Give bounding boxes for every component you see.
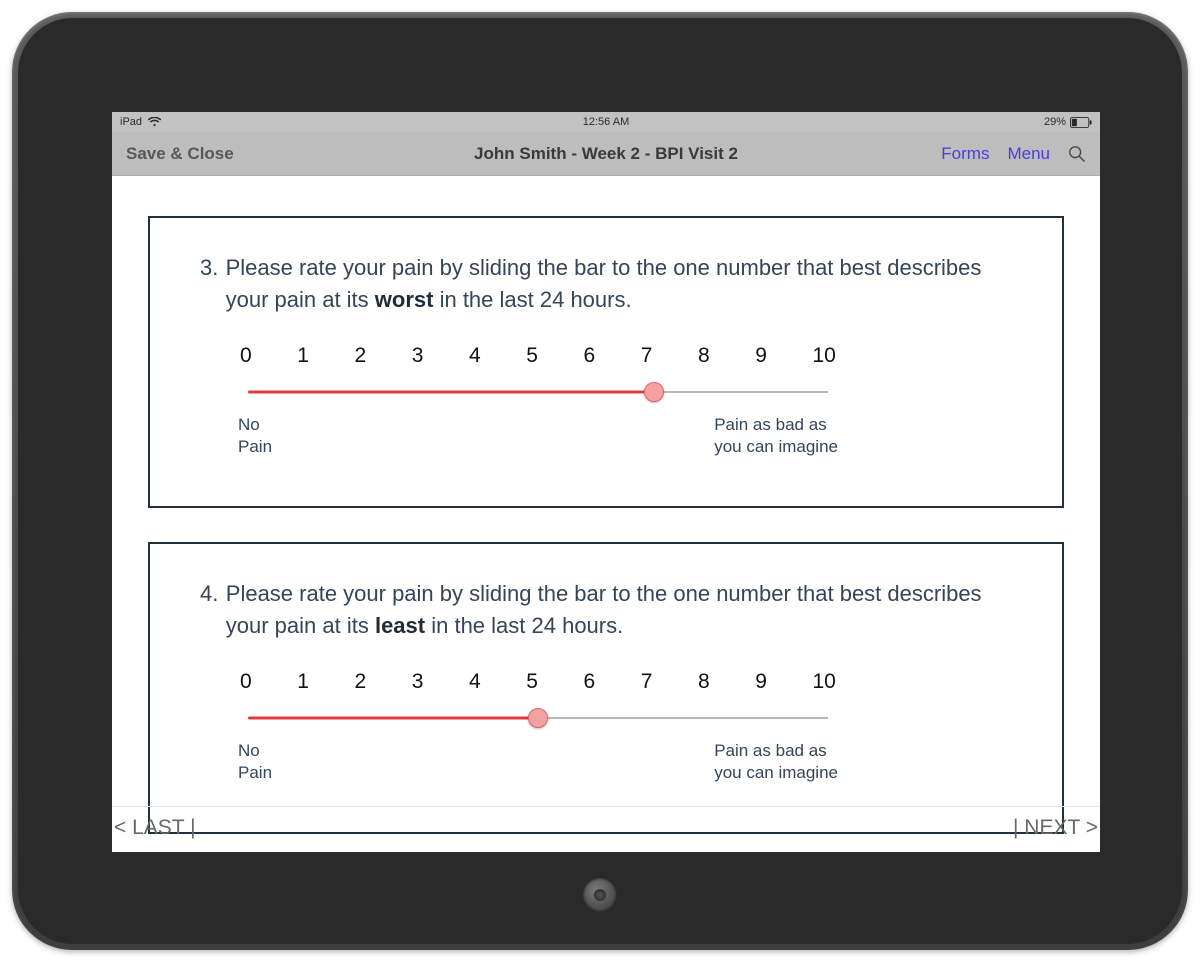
- tick: 9: [755, 670, 767, 694]
- tick: 0: [240, 344, 252, 368]
- ipad-bezel: iPad 12:56 AM 29% Save & Close John Smit…: [18, 18, 1182, 944]
- anchor-right-line1: Pain as bad as: [714, 740, 838, 762]
- tick: 10: [813, 670, 836, 694]
- wifi-icon: [148, 117, 161, 127]
- tick: 9: [755, 344, 767, 368]
- tick: 5: [526, 344, 538, 368]
- slider-thumb[interactable]: [528, 708, 548, 728]
- tick: 4: [469, 670, 481, 694]
- tick: 1: [297, 344, 309, 368]
- save-close-button[interactable]: Save & Close: [126, 144, 234, 164]
- form-sheet: 3. Please rate your pain by sliding the …: [112, 176, 1100, 852]
- tick: 7: [641, 344, 653, 368]
- slider-fill: [248, 390, 654, 393]
- tick: 8: [698, 344, 710, 368]
- anchor-left-line1: No: [238, 414, 272, 436]
- anchor-left-line2: Pain: [238, 762, 272, 784]
- question-emphasis: worst: [375, 287, 434, 312]
- tick: 3: [412, 670, 424, 694]
- tick: 8: [698, 670, 710, 694]
- scale-anchors: No Pain Pain as bad as you can imagine: [238, 740, 838, 784]
- tick: 4: [469, 344, 481, 368]
- forms-link[interactable]: Forms: [941, 144, 989, 164]
- anchor-left-line2: Pain: [238, 436, 272, 458]
- status-battery-percent: 29%: [1044, 116, 1066, 128]
- anchor-right: Pain as bad as you can imagine: [714, 414, 838, 458]
- anchor-right-line1: Pain as bad as: [714, 414, 838, 436]
- pain-least-slider[interactable]: [238, 704, 838, 732]
- question-text-post: in the last 24 hours.: [433, 287, 631, 312]
- scale-numbers: 0 1 2 3 4 5 6 7 8 9 10: [238, 670, 838, 694]
- question-number: 4.: [200, 578, 226, 642]
- search-icon[interactable]: [1068, 145, 1086, 163]
- question-box-3: 3. Please rate your pain by sliding the …: [148, 216, 1064, 508]
- tick: 3: [412, 344, 424, 368]
- tick: 6: [584, 344, 596, 368]
- scale-anchors: No Pain Pain as bad as you can imagine: [238, 414, 838, 458]
- anchor-right: Pain as bad as you can imagine: [714, 740, 838, 784]
- slider-fill: [248, 716, 538, 719]
- tick: 2: [355, 670, 367, 694]
- prev-page-button[interactable]: < LAST |: [114, 816, 196, 840]
- status-bar: iPad 12:56 AM 29%: [112, 112, 1100, 132]
- ipad-frame: iPad 12:56 AM 29% Save & Close John Smit…: [12, 12, 1188, 950]
- next-page-button[interactable]: | NEXT >: [1013, 816, 1098, 840]
- tick: 6: [584, 670, 596, 694]
- anchor-left-line1: No: [238, 740, 272, 762]
- menu-link[interactable]: Menu: [1007, 144, 1050, 164]
- anchor-right-line2: you can imagine: [714, 762, 838, 784]
- tick: 7: [641, 670, 653, 694]
- ipad-screen: iPad 12:56 AM 29% Save & Close John Smit…: [112, 112, 1100, 852]
- home-button[interactable]: [583, 878, 617, 912]
- pager-footer: < LAST | | NEXT >: [112, 806, 1100, 852]
- tick: 2: [355, 344, 367, 368]
- question-number: 3.: [200, 252, 226, 316]
- battery-icon: [1070, 117, 1092, 128]
- tick: 5: [526, 670, 538, 694]
- slider-thumb[interactable]: [644, 382, 664, 402]
- anchor-left: No Pain: [238, 414, 272, 458]
- pain-worst-slider[interactable]: [238, 378, 838, 406]
- tick: 10: [813, 344, 836, 368]
- status-time: 12:56 AM: [112, 116, 1100, 128]
- question-emphasis: least: [375, 613, 425, 638]
- status-carrier: iPad: [120, 116, 142, 128]
- question-text-post: in the last 24 hours.: [425, 613, 623, 638]
- question-text: Please rate your pain by sliding the bar…: [226, 252, 1012, 316]
- nav-bar: Save & Close John Smith - Week 2 - BPI V…: [112, 132, 1100, 176]
- tick: 0: [240, 670, 252, 694]
- tick: 1: [297, 670, 309, 694]
- scale-numbers: 0 1 2 3 4 5 6 7 8 9 10: [238, 344, 838, 368]
- question-text: Please rate your pain by sliding the bar…: [226, 578, 1012, 642]
- anchor-right-line2: you can imagine: [714, 436, 838, 458]
- question-box-4: 4. Please rate your pain by sliding the …: [148, 542, 1064, 834]
- anchor-left: No Pain: [238, 740, 272, 784]
